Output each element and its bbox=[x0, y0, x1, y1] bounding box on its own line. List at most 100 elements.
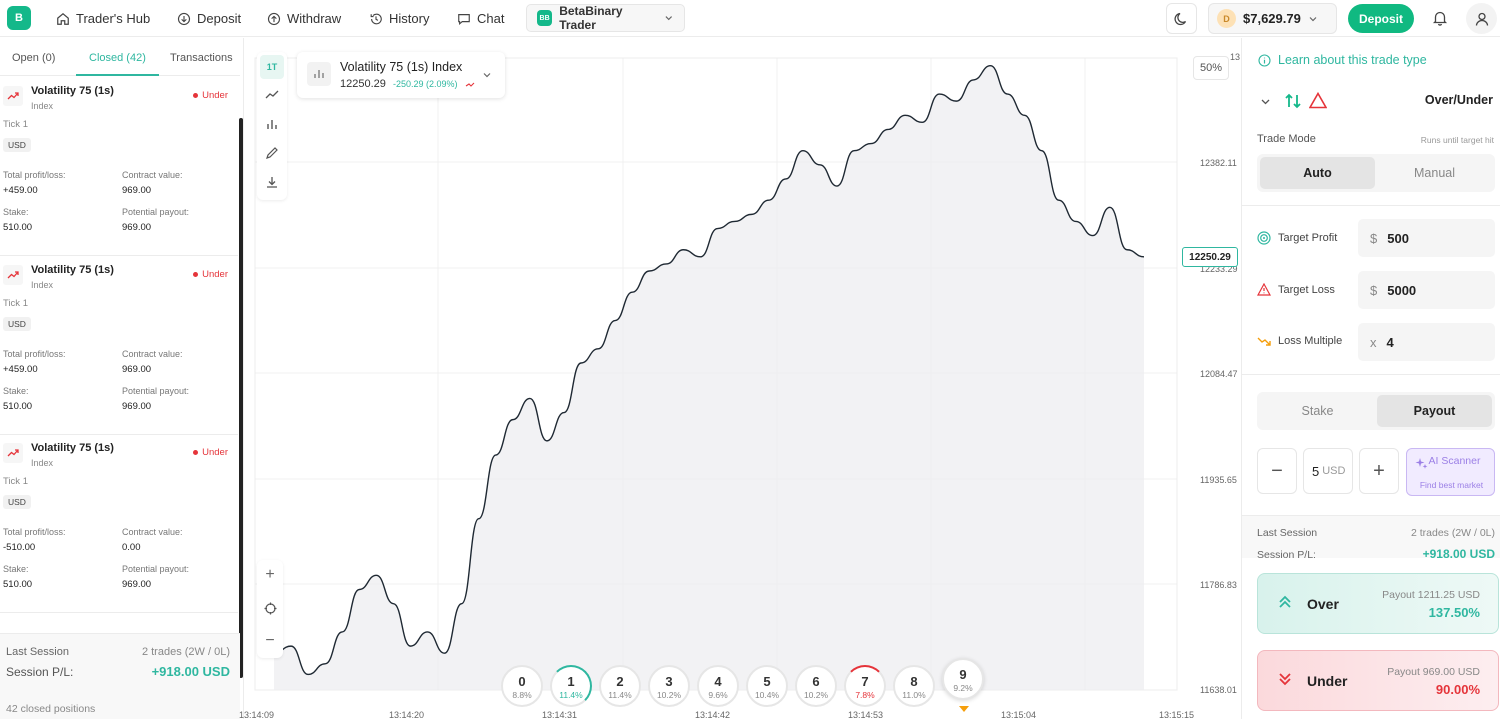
contract-value: 0.00 bbox=[122, 542, 141, 553]
digit-value: 6 bbox=[812, 674, 820, 689]
trade-mode-label: Trade Mode bbox=[1257, 133, 1316, 145]
reset-view-button[interactable] bbox=[257, 595, 283, 621]
y-axis-label: 12382.11 bbox=[1200, 158, 1237, 168]
position-subtitle: Index bbox=[31, 101, 54, 111]
contract-value: 969.00 bbox=[122, 364, 152, 375]
y-axis-label: 12084.47 bbox=[1200, 369, 1238, 379]
target-profit-input[interactable]: $ 500 bbox=[1358, 219, 1495, 257]
zoom-out-button[interactable]: − bbox=[265, 632, 275, 649]
withdraw-icon bbox=[267, 12, 281, 25]
under-payout: Payout 969.00 USD bbox=[1387, 666, 1480, 678]
double-chevron-down-icon bbox=[1279, 673, 1291, 686]
y-axis-label: 13 bbox=[1230, 52, 1241, 62]
tick-interval-button[interactable]: 1T bbox=[260, 55, 284, 79]
target-loss-value: 5000 bbox=[1387, 282, 1417, 298]
indicators-button[interactable] bbox=[260, 112, 284, 136]
symbol-selector[interactable]: Volatility 75 (1s) Index 12250.29 -250.2… bbox=[297, 52, 505, 98]
price-chart[interactable] bbox=[244, 38, 1240, 719]
mode-manual-button[interactable]: Manual bbox=[1414, 166, 1455, 180]
nav-traders-hub[interactable]: Trader's Hub bbox=[56, 9, 150, 28]
target-icon bbox=[1257, 231, 1271, 245]
tab-open[interactable]: Open (0) bbox=[12, 52, 56, 64]
basis-payout-button[interactable]: Payout bbox=[1377, 395, 1492, 427]
amount-currency: USD bbox=[1322, 465, 1346, 477]
notifications-button[interactable] bbox=[1431, 9, 1449, 32]
theme-toggle-button[interactable] bbox=[1166, 3, 1197, 34]
position-symbol: Volatility 75 (1s) bbox=[31, 264, 114, 276]
digit-percent: 10.2% bbox=[803, 690, 829, 700]
account-name: BetaBinary Trader bbox=[559, 4, 623, 32]
session-title: Last Session bbox=[1257, 527, 1318, 539]
x-axis-label: 13:15:15 bbox=[1159, 710, 1195, 720]
over-payout: Payout 1211.25 USD bbox=[1382, 589, 1480, 601]
field-label: Target Loss bbox=[1278, 283, 1335, 296]
ai-scanner-button[interactable]: AI Scanner Find best market bbox=[1406, 448, 1495, 496]
nav-chat[interactable]: Chat bbox=[457, 9, 504, 28]
download-icon bbox=[267, 177, 277, 188]
price-area bbox=[274, 65, 1144, 690]
zoom-percent-button[interactable]: 50% bbox=[1193, 56, 1229, 80]
position-card[interactable]: Volatility 75 (1s) Index Under Tick 1 USD Tot… bbox=[0, 435, 238, 613]
brand-logo[interactable]: B bbox=[7, 6, 31, 30]
chart-type-button[interactable] bbox=[260, 83, 284, 107]
warning-triangle-icon bbox=[1309, 92, 1327, 109]
nav-label: Deposit bbox=[197, 11, 242, 26]
tab-closed[interactable]: Closed (42) bbox=[89, 52, 146, 64]
decrease-amount-button[interactable]: − bbox=[1257, 448, 1297, 494]
direction-label: Under bbox=[202, 90, 228, 101]
bell-icon bbox=[1432, 11, 1448, 26]
download-button[interactable] bbox=[260, 170, 284, 194]
currency-badge: USD bbox=[3, 495, 31, 509]
status-dot bbox=[193, 450, 199, 455]
increase-amount-button[interactable]: + bbox=[1359, 448, 1399, 494]
digit-stat-3: 3 10.2% bbox=[648, 665, 690, 707]
digit-value: 7 bbox=[861, 674, 869, 689]
target-profit-row: Target Profit $ 500 bbox=[1242, 219, 1500, 259]
account-badge: BB bbox=[537, 10, 553, 26]
chevron-down-icon bbox=[483, 73, 491, 78]
balance-selector[interactable]: D $7,629.79 bbox=[1208, 3, 1337, 34]
mode-auto-button[interactable]: Auto bbox=[1260, 157, 1375, 189]
account-switcher[interactable]: BB BetaBinary Trader bbox=[526, 4, 685, 32]
loss-multiple-value: 4 bbox=[1386, 334, 1394, 350]
tab-transactions[interactable]: Transactions bbox=[170, 52, 233, 64]
symbol-trend-icon bbox=[3, 86, 23, 106]
digit-percent: 9.2% bbox=[953, 683, 973, 693]
zoom-in-button[interactable]: + bbox=[265, 566, 275, 583]
active-tab-indicator bbox=[76, 74, 159, 76]
chart-area[interactable]: 1T Volatility 75 (1s) Index 12250.29 -25… bbox=[239, 38, 1241, 720]
buy-over-button[interactable]: Over Payout 1211.25 USD 137.50% bbox=[1257, 573, 1499, 634]
position-card[interactable]: Volatility 75 (1s) Index Under Tick 1 USD Tot… bbox=[0, 78, 238, 256]
over-percent: 137.50% bbox=[1428, 605, 1480, 620]
buy-under-button[interactable]: Under Payout 969.00 USD 90.00% bbox=[1257, 650, 1499, 711]
deposit-button[interactable]: Deposit bbox=[1348, 4, 1414, 33]
scrollbar[interactable] bbox=[239, 118, 243, 678]
target-loss-label: Target Loss bbox=[1257, 283, 1335, 296]
potential-payout-value: 969.00 bbox=[122, 222, 152, 233]
drawing-tools-button[interactable] bbox=[260, 141, 284, 165]
digit-stat-1: 1 11.4% bbox=[550, 665, 592, 707]
user-menu-button[interactable] bbox=[1466, 3, 1497, 34]
amount-input[interactable]: 5 USD bbox=[1303, 448, 1353, 494]
x-axis-label: 13:14:53 bbox=[848, 710, 884, 720]
learn-trade-type-link[interactable]: Learn about this trade type bbox=[1258, 53, 1427, 67]
nav-withdraw[interactable]: Withdraw bbox=[267, 9, 341, 28]
digit-value: 3 bbox=[665, 674, 673, 689]
nav-label: Chat bbox=[477, 11, 505, 26]
target-loss-input[interactable]: $ 5000 bbox=[1358, 271, 1495, 309]
position-card[interactable]: Volatility 75 (1s) Index Under Tick 1 USD Tot… bbox=[0, 257, 238, 435]
digit-percent: 7.8% bbox=[855, 690, 875, 700]
loss-multiple-input[interactable]: x 4 bbox=[1358, 323, 1495, 361]
chevron-down-icon bbox=[1309, 16, 1317, 21]
basis-stake-button[interactable]: Stake bbox=[1301, 404, 1334, 418]
target-profit-value: 500 bbox=[1387, 230, 1409, 246]
digit-stat-7: 7 7.8% bbox=[844, 665, 886, 707]
nav-deposit[interactable]: Deposit bbox=[177, 9, 241, 28]
nav-history[interactable]: History bbox=[369, 9, 429, 28]
x-axis-label: 13:14:20 bbox=[389, 710, 425, 720]
profit-loss-label: Total profit/loss: bbox=[3, 170, 66, 180]
trade-type-selector[interactable]: Over/Under bbox=[1242, 84, 1500, 118]
symbol-trend-icon bbox=[3, 265, 23, 285]
digit-stat-5: 5 10.4% bbox=[746, 665, 788, 707]
trade-mode-hint: Runs until target hit bbox=[1420, 135, 1494, 145]
